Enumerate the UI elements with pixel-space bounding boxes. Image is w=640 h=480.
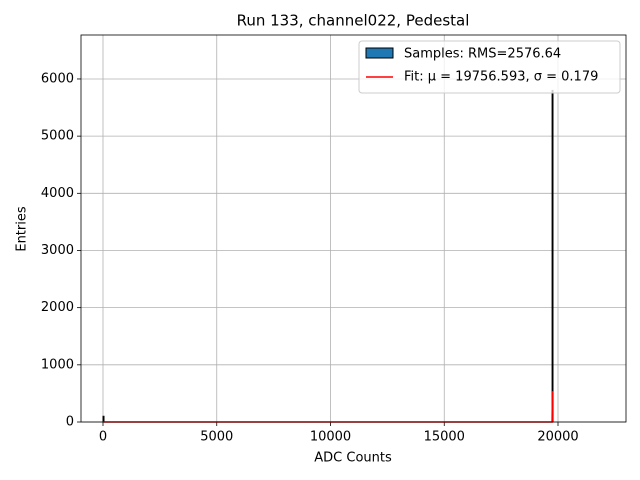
x-tick-label: 10000 (310, 430, 351, 445)
y-tick-label: 3000 (41, 243, 74, 258)
x-tick-label: 5000 (200, 430, 233, 445)
y-tick-label: 0 (66, 415, 74, 430)
legend-box (358, 40, 621, 94)
x-tick-label: 20000 (537, 430, 578, 445)
y-tick-label: 2000 (41, 300, 74, 315)
histogram-bar (102, 415, 105, 423)
plot-frame (80, 34, 627, 423)
legend-swatch (365, 47, 394, 59)
x-tick-label: 15000 (424, 430, 465, 445)
histogram-bar (551, 89, 554, 423)
y-tick-label: 5000 (41, 129, 74, 144)
y-axis-label: Entries (15, 206, 30, 252)
legend-label: Samples: RMS=2576.64 (404, 47, 561, 62)
chart-title: Run 133, channel022, Pedestal (237, 12, 470, 30)
y-tick-label: 4000 (41, 186, 74, 201)
fit-line (102, 391, 554, 423)
x-tick-label: 0 (99, 430, 107, 445)
legend-label: Fit: μ = 19756.593, σ = 0.179 (404, 70, 598, 85)
x-axis-label: ADC Counts (314, 451, 392, 466)
y-tick-label: 1000 (41, 357, 74, 372)
y-tick-label: 6000 (41, 71, 74, 86)
